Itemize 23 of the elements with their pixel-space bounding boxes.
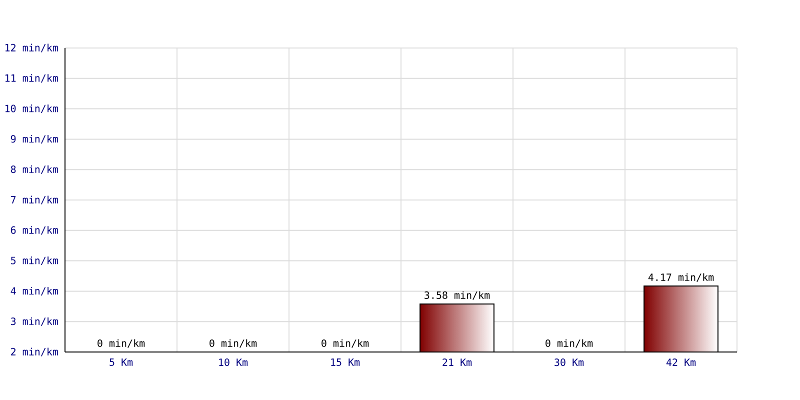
y-tick-label: 6 min/km [10,226,58,235]
x-tick-label: 5 Km [110,358,133,366]
x-tick-label: 42 Km [666,358,696,366]
data-label: 3.58 min/km [424,291,490,300]
y-tick-label: 9 min/km [10,134,58,144]
y-tick-label: 12 min/km [5,44,58,52]
x-tick-label: 30 Km [554,358,584,366]
y-tick-label: 11 min/km [5,74,58,83]
text: 0 min/km [98,339,145,348]
y-tick-label: 3 min/km [10,317,58,326]
x-tick-label: 15 Km [331,358,360,366]
x-tick-label: 21 Km [442,358,472,366]
y-tick-label: 8 min/km [10,165,58,174]
text: 0 min/km [210,339,257,348]
text: 0 min/km [322,339,369,348]
x-tick-label: 10 Km [219,358,248,366]
y-tick-label: 4 min/km [10,286,58,296]
y-tick-label: 5 min/km [11,256,58,266]
y-tick-label: 10 min/km [5,104,58,114]
text: 0 min/km [546,339,593,348]
y-tick-label: 2 min/km [11,348,58,356]
data-label: 4.17 min/km [648,273,714,282]
y-tick-label: 7 min/km [10,196,58,204]
